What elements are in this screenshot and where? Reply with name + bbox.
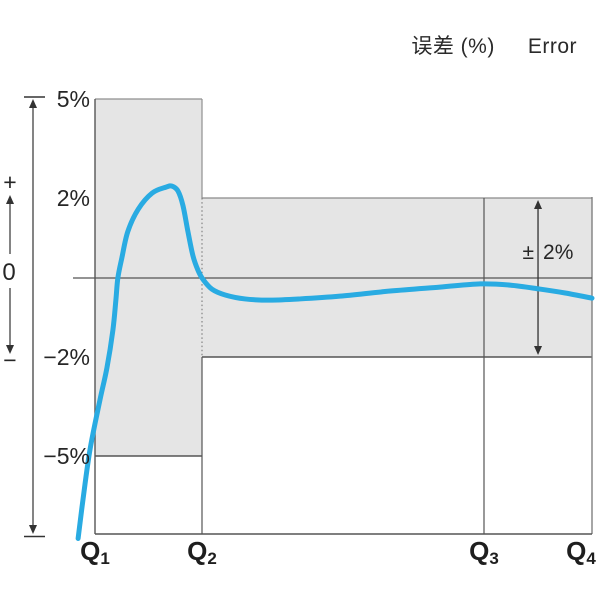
error-axis-arrowhead-down [29,525,37,534]
error-curve [75,183,595,541]
chart-title: 误差 (%) Error [411,30,577,60]
polarity-minus-label: − [3,347,16,373]
polarity-plus-label: + [3,169,16,195]
error-axis-arrowhead-up [29,99,37,108]
x-tick-label-q3: Q3 [469,536,499,568]
chart-title-en: Error [527,35,577,58]
y-tick-label-minus2pct: −2% [43,344,90,370]
pm2-label-value: 2% [543,241,573,264]
polarity-arrowhead-up [6,195,14,204]
pm2-label-sign: ± [522,241,534,264]
pm2-arrowhead-down [534,346,543,355]
y-tick-label-2pct: 2% [57,185,90,211]
polarity-zero-label: 0 [2,259,15,286]
x-tick-label-q1: Q1 [80,536,110,568]
y-tick-label-minus5pct: −5% [43,443,90,469]
pm2-arrowhead-up [534,200,543,209]
chart-title-zh: 误差 (%) [411,35,495,58]
y-tick-label-5pct: 5% [57,86,90,112]
polarity-arrowhead-down [6,345,14,354]
x-tick-label-q2: Q2 [187,536,217,568]
x-tick-label-q4: Q4 [566,536,596,568]
